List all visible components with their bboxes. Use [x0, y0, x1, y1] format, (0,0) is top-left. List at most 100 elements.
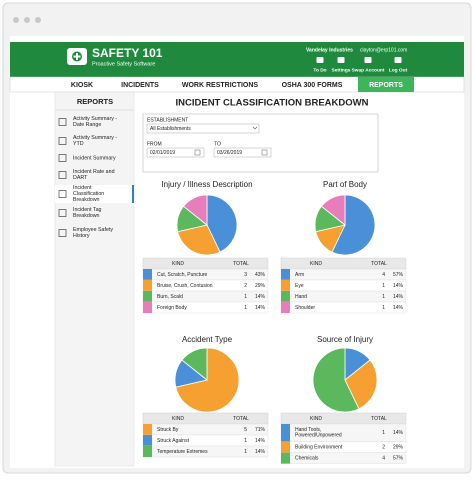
action-label[interactable]: Log Out	[389, 67, 408, 73]
chart-title: Source of Injury	[317, 335, 373, 344]
share-cell: 14%	[255, 438, 266, 444]
column-header: KIND	[310, 261, 322, 267]
select-caret	[252, 126, 258, 130]
share-cell: 43%	[255, 272, 266, 278]
total-cell: 1	[244, 294, 247, 300]
share-cell: 14%	[255, 449, 266, 455]
legend-swatch	[281, 291, 290, 302]
sidebar-icon	[58, 171, 67, 179]
chart-title: Part of Body	[323, 180, 367, 189]
sidebar-item[interactable]: Incident Summary	[73, 155, 116, 161]
legend-swatch	[143, 280, 152, 291]
column-header: KIND	[310, 416, 322, 422]
kind-cell: Struck Against	[157, 438, 190, 444]
kind-cell: Hand	[295, 294, 307, 300]
total-cell: 2	[244, 283, 247, 289]
sidebar-icon	[58, 154, 67, 162]
total-cell: 2	[382, 444, 385, 450]
action-icon[interactable]	[316, 57, 324, 63]
total-cell: 1	[244, 305, 247, 311]
column-header: KIND	[172, 416, 184, 422]
kind-cell: Burn, Scald	[157, 294, 183, 300]
nav-item[interactable]: WORK RESTRICTIONS	[182, 82, 259, 89]
sidebar-active-bar	[132, 185, 134, 203]
email: clayton@erp101.com	[360, 47, 407, 53]
legend-swatch	[281, 280, 290, 291]
sidebar-icon	[58, 209, 67, 217]
legend-swatch	[143, 446, 152, 457]
legend-swatch	[281, 269, 290, 280]
share-cell: 57%	[393, 272, 404, 278]
legend-swatch	[281, 441, 290, 453]
share-cell: 29%	[393, 444, 404, 450]
action-icon[interactable]	[337, 57, 345, 63]
window-dot	[35, 17, 41, 23]
sidebar-item[interactable]: Employee Safety History	[73, 227, 113, 239]
filter-box	[142, 113, 379, 173]
filter-label: FROM	[147, 141, 162, 147]
kind-cell: Building Environment	[295, 444, 343, 450]
page-title: INCIDENT CLASSIFICATION BREAKDOWN	[176, 98, 369, 109]
action-label[interactable]: Settings	[332, 67, 351, 73]
calendar-icon[interactable]	[194, 149, 201, 156]
nav-item[interactable]: OSHA 300 FORMS	[282, 82, 343, 89]
kind-cell: Foreign Body	[157, 305, 187, 311]
filter-label: TO	[214, 141, 221, 147]
sidebar-item[interactable]: Activity Summary -Date Range	[73, 116, 117, 128]
company: Vandelay Industries	[306, 47, 353, 53]
pie-slice	[177, 224, 221, 256]
sidebar-icon	[58, 190, 67, 198]
total-cell: 1	[382, 430, 385, 436]
nav-item[interactable]: INCIDENTS	[121, 82, 159, 89]
window-dot	[13, 17, 19, 23]
total-cell: 4	[382, 272, 385, 278]
kind-cell: Struck By	[157, 427, 179, 433]
sidebar-item[interactable]: Activity Summary -YTD	[73, 135, 117, 147]
sidebar-item[interactable]: Incident Classification Breakdown	[73, 186, 104, 204]
sidebar-icon	[58, 118, 67, 126]
action-label[interactable]: To Do	[313, 67, 326, 73]
date-input[interactable]	[146, 147, 205, 158]
logo-cross	[73, 53, 81, 60]
action-label[interactable]: Swap Account	[352, 67, 385, 73]
date-value[interactable]: 02/01/2019	[150, 150, 175, 156]
date-input[interactable]	[213, 147, 272, 158]
share-cell: 71%	[255, 427, 266, 433]
pie-slice	[331, 194, 376, 256]
chart-title: Accident Type	[182, 335, 233, 344]
pie-slice	[344, 359, 378, 410]
pie-slice	[181, 347, 208, 381]
nav-item[interactable]: REPORTS	[369, 82, 403, 89]
table-header	[280, 412, 407, 425]
legend-swatch	[143, 435, 152, 446]
date-value[interactable]: 03/26/2019	[217, 150, 242, 156]
sidebar-title: REPORTS	[77, 97, 113, 106]
total-cell: 1	[382, 283, 385, 289]
legend-swatch	[281, 424, 290, 442]
table-header	[280, 257, 407, 270]
sidebar-item[interactable]: Incident Rate and DART	[73, 169, 115, 181]
select-value[interactable]: All Establishments	[150, 126, 191, 132]
sidebar-item[interactable]: Incident Tag Breakdown	[73, 207, 102, 219]
nav-item[interactable]: KIOSK	[71, 82, 93, 89]
select[interactable]	[146, 123, 260, 134]
column-header: TOTAL	[233, 416, 249, 422]
legend-swatch	[281, 302, 290, 313]
legend-swatch	[143, 302, 152, 313]
action-icon[interactable]	[364, 57, 372, 63]
filter-label: ESTABLISHMENT	[147, 117, 188, 123]
total-cell: 5	[244, 427, 247, 433]
action-icon[interactable]	[394, 57, 402, 63]
total-cell: 1	[382, 305, 385, 311]
share-cell: 14%	[393, 430, 404, 436]
total-cell: 4	[382, 455, 385, 461]
share-cell: 14%	[393, 305, 404, 311]
sidebar-icon	[58, 229, 67, 237]
calendar-icon[interactable]	[261, 149, 268, 156]
sidebar-active	[55, 185, 134, 203]
pie-slice	[206, 194, 238, 253]
kind-cell: Temperature Extremes	[157, 449, 208, 455]
share-cell: 14%	[255, 294, 266, 300]
legend-swatch	[143, 424, 152, 435]
column-header: TOTAL	[371, 416, 387, 422]
